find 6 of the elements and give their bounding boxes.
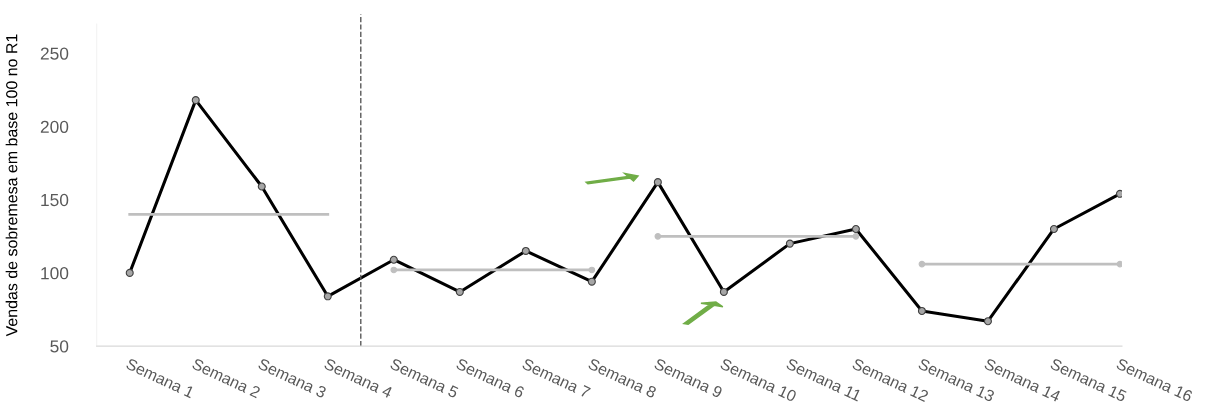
y-tick-label: 250 [40, 47, 69, 60]
y-tick-label: 150 [41, 193, 69, 207]
y-axis-title: Vendas de sobremesa em base 100 no R1 [5, 34, 18, 337]
y-tick-label: 200 [40, 120, 69, 133]
y-tick-label: 100 [41, 267, 69, 280]
y-tick-label: 50 [50, 340, 69, 353]
